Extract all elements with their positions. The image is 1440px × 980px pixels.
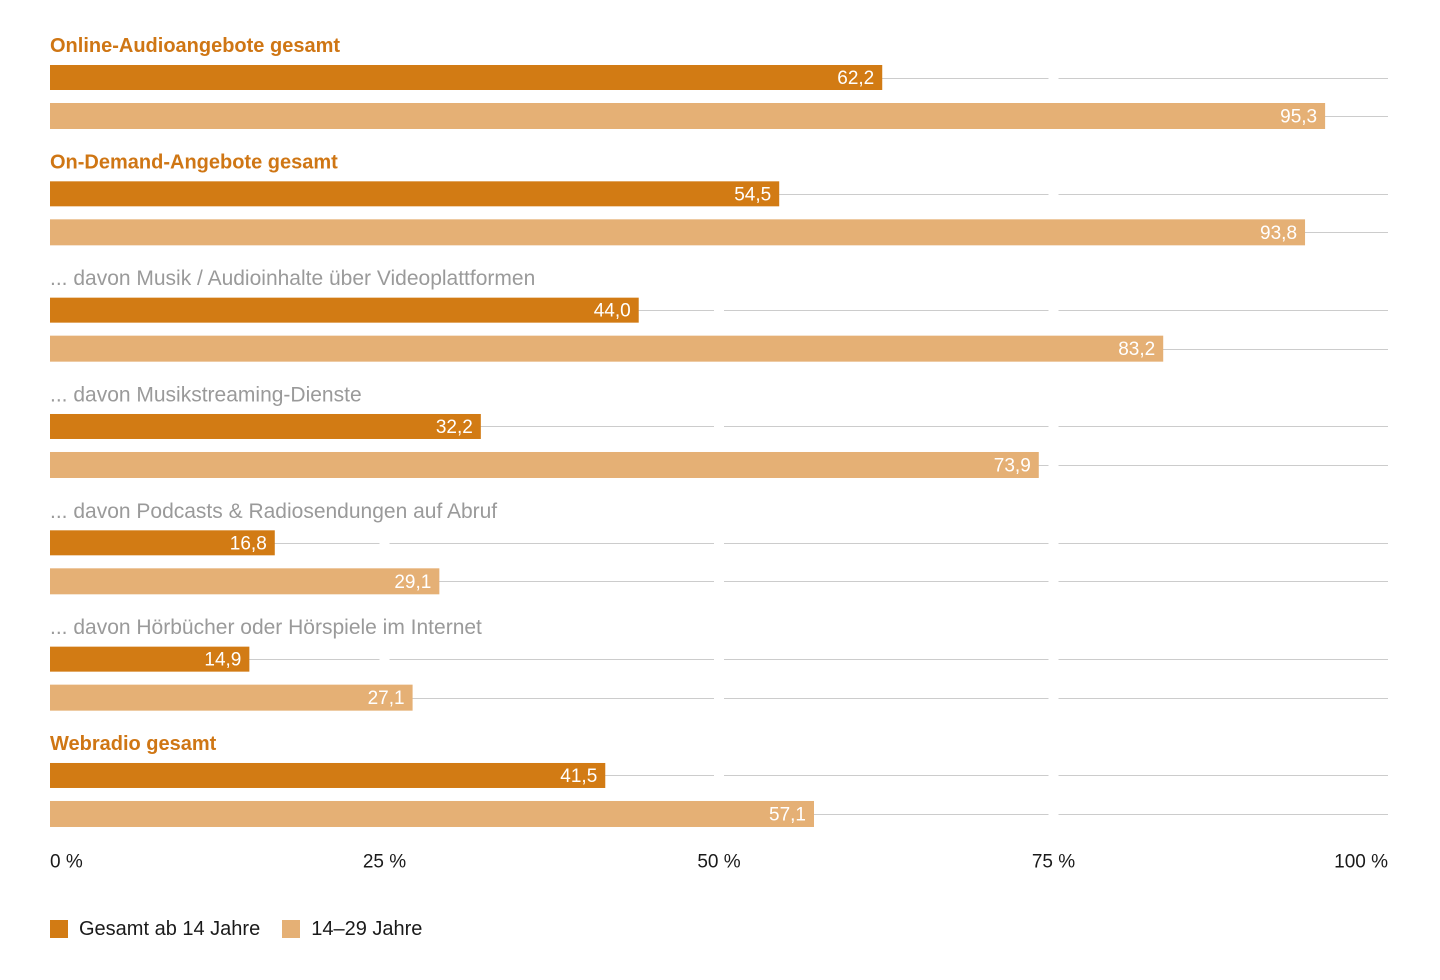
category-label: Online-Audioangebote gesamt bbox=[50, 35, 340, 57]
data-label: 41,5 bbox=[560, 766, 597, 787]
bar-series-2 bbox=[50, 800, 814, 827]
data-label: 16,8 bbox=[230, 533, 267, 554]
data-label: 93,8 bbox=[1260, 223, 1297, 244]
legend: Gesamt ab 14 Jahre 14–29 Jahre bbox=[50, 918, 444, 941]
legend-item-series-2: 14–29 Jahre bbox=[282, 918, 422, 941]
category-label: ... davon Musik / Audioinhalte über Vide… bbox=[50, 267, 535, 290]
category-label: ... davon Podcasts & Radiosendungen auf … bbox=[50, 500, 497, 523]
bar-series-1 bbox=[50, 762, 606, 788]
horizontal-bar-chart: Online-Audioangebote gesamt 62,2 95,3 On-De… bbox=[50, 35, 1388, 873]
category-label: Webradio gesamt bbox=[50, 733, 217, 755]
bar-series-1 bbox=[50, 413, 481, 439]
x-tick-label: 100 % bbox=[1334, 852, 1388, 873]
bar-series-1 bbox=[50, 65, 883, 90]
data-label: 95,3 bbox=[1280, 107, 1317, 128]
bar-series-2 bbox=[50, 219, 1306, 246]
data-label: 83,2 bbox=[1118, 339, 1155, 360]
x-tick-label: 0 % bbox=[50, 852, 83, 873]
x-tick-label: 50 % bbox=[697, 852, 740, 873]
legend-label-series-1: Gesamt ab 14 Jahre bbox=[79, 917, 261, 940]
legend-label-series-2: 14–29 Jahre bbox=[311, 917, 423, 940]
bar-series-1 bbox=[50, 297, 639, 323]
bar-series-1 bbox=[50, 530, 275, 556]
legend-swatch-series-1 bbox=[50, 920, 68, 938]
data-label: 29,1 bbox=[394, 572, 431, 593]
data-label: 44,0 bbox=[594, 301, 631, 322]
bar-series-2 bbox=[50, 568, 440, 595]
legend-swatch-series-2 bbox=[282, 920, 301, 938]
data-label: 73,9 bbox=[994, 455, 1031, 476]
bar-series-2 bbox=[50, 103, 1326, 129]
category-label: ... davon Hörbücher oder Hörspiele im In… bbox=[50, 616, 482, 639]
x-tick-label: 25 % bbox=[363, 852, 406, 873]
bar-series-1 bbox=[50, 646, 250, 672]
x-tick-label: 75 % bbox=[1032, 852, 1075, 873]
bar-series-2 bbox=[50, 684, 413, 711]
bar-series-2 bbox=[50, 335, 1164, 362]
legend-item-series-1: Gesamt ab 14 Jahre bbox=[50, 918, 260, 941]
data-label: 27,1 bbox=[368, 688, 405, 709]
category-label: On-Demand-Angebote gesamt bbox=[50, 151, 338, 173]
data-label: 54,5 bbox=[734, 184, 771, 205]
category-label: ... davon Musikstreaming-Dienste bbox=[50, 383, 362, 406]
bar-series-1 bbox=[50, 181, 780, 207]
data-label: 32,2 bbox=[436, 417, 473, 438]
data-label: 14,9 bbox=[204, 650, 241, 671]
data-label: 57,1 bbox=[769, 804, 806, 825]
bar-series-2 bbox=[50, 451, 1039, 478]
data-label: 62,2 bbox=[837, 68, 874, 89]
